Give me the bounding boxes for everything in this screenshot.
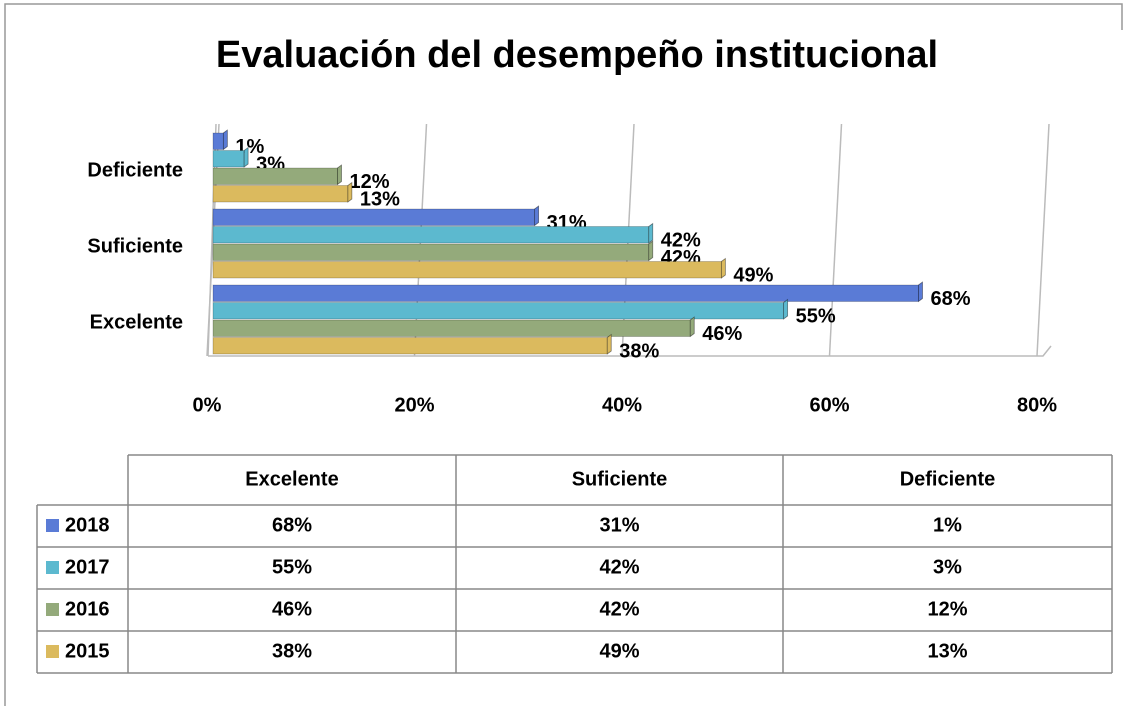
table-cell: 42% [599, 556, 639, 578]
legend-key [46, 519, 59, 532]
bar-cap [918, 281, 923, 303]
data-label: 55% [796, 306, 836, 328]
legend-label: 2016 [65, 598, 110, 620]
data-label: 13% [360, 189, 400, 211]
bar [212, 132, 224, 150]
bar-cap [783, 298, 789, 320]
bar-cap [648, 240, 654, 262]
bar-cap [534, 205, 540, 227]
bar [212, 167, 338, 185]
table-cell: 55% [272, 556, 312, 578]
bar-cap [243, 146, 249, 168]
bar-cap [648, 222, 654, 244]
x-tick-label: 60% [809, 394, 849, 416]
table-cell: 49% [599, 640, 639, 662]
data-label: 42% [661, 230, 701, 252]
table-cell: 42% [599, 598, 639, 620]
legend-key [46, 603, 59, 616]
bar [212, 284, 919, 302]
legend-key [46, 645, 59, 658]
bar-cap [222, 129, 228, 151]
bar [212, 302, 785, 320]
bar [212, 337, 608, 355]
data-label: 68% [931, 288, 971, 310]
y-tick-label: Excelente [90, 311, 183, 333]
x-tick-label: 0% [193, 394, 222, 416]
bar [212, 208, 536, 226]
bar [212, 243, 650, 261]
data-label: 38% [619, 341, 659, 363]
bar [212, 226, 650, 244]
legend-label: 2015 [65, 640, 110, 662]
x-tick-label: 80% [1017, 394, 1057, 416]
y-tick-label: Deficiente [87, 159, 183, 181]
table-header: Deficiente [900, 468, 996, 490]
grid-line [1036, 123, 1050, 357]
bar [212, 261, 722, 279]
table-cell: 12% [927, 598, 967, 620]
legend-key [46, 561, 59, 574]
bar [212, 150, 245, 168]
table-cell: 31% [599, 514, 639, 536]
frame [4, 3, 1123, 706]
bar-cap [689, 316, 695, 338]
table-cell: 1% [933, 514, 962, 536]
table-header: Excelente [245, 468, 338, 490]
chart-title: Evaluación del desempeño institucional [216, 34, 938, 76]
table-header: Suficiente [572, 468, 668, 490]
table-cell: 46% [272, 598, 312, 620]
bar [212, 185, 349, 203]
grid-line [828, 123, 843, 357]
bar-cap [347, 181, 353, 203]
table-cell: 3% [933, 556, 962, 578]
bar-cap [606, 333, 612, 355]
bar [212, 319, 691, 337]
x-tick-label: 20% [394, 394, 434, 416]
table-cell: 13% [927, 640, 967, 662]
legend-label: 2018 [65, 514, 110, 536]
bar-cap [337, 164, 342, 186]
bar-cap [720, 257, 726, 279]
x-tick-label: 40% [602, 394, 642, 416]
data-label: 49% [733, 265, 773, 287]
table-cell: 68% [272, 514, 312, 536]
data-label: 12% [350, 171, 390, 193]
y-tick-label: Suficiente [87, 235, 183, 257]
table-cell: 38% [272, 640, 312, 662]
legend-label: 2017 [65, 556, 110, 578]
data-label: 46% [702, 323, 742, 345]
